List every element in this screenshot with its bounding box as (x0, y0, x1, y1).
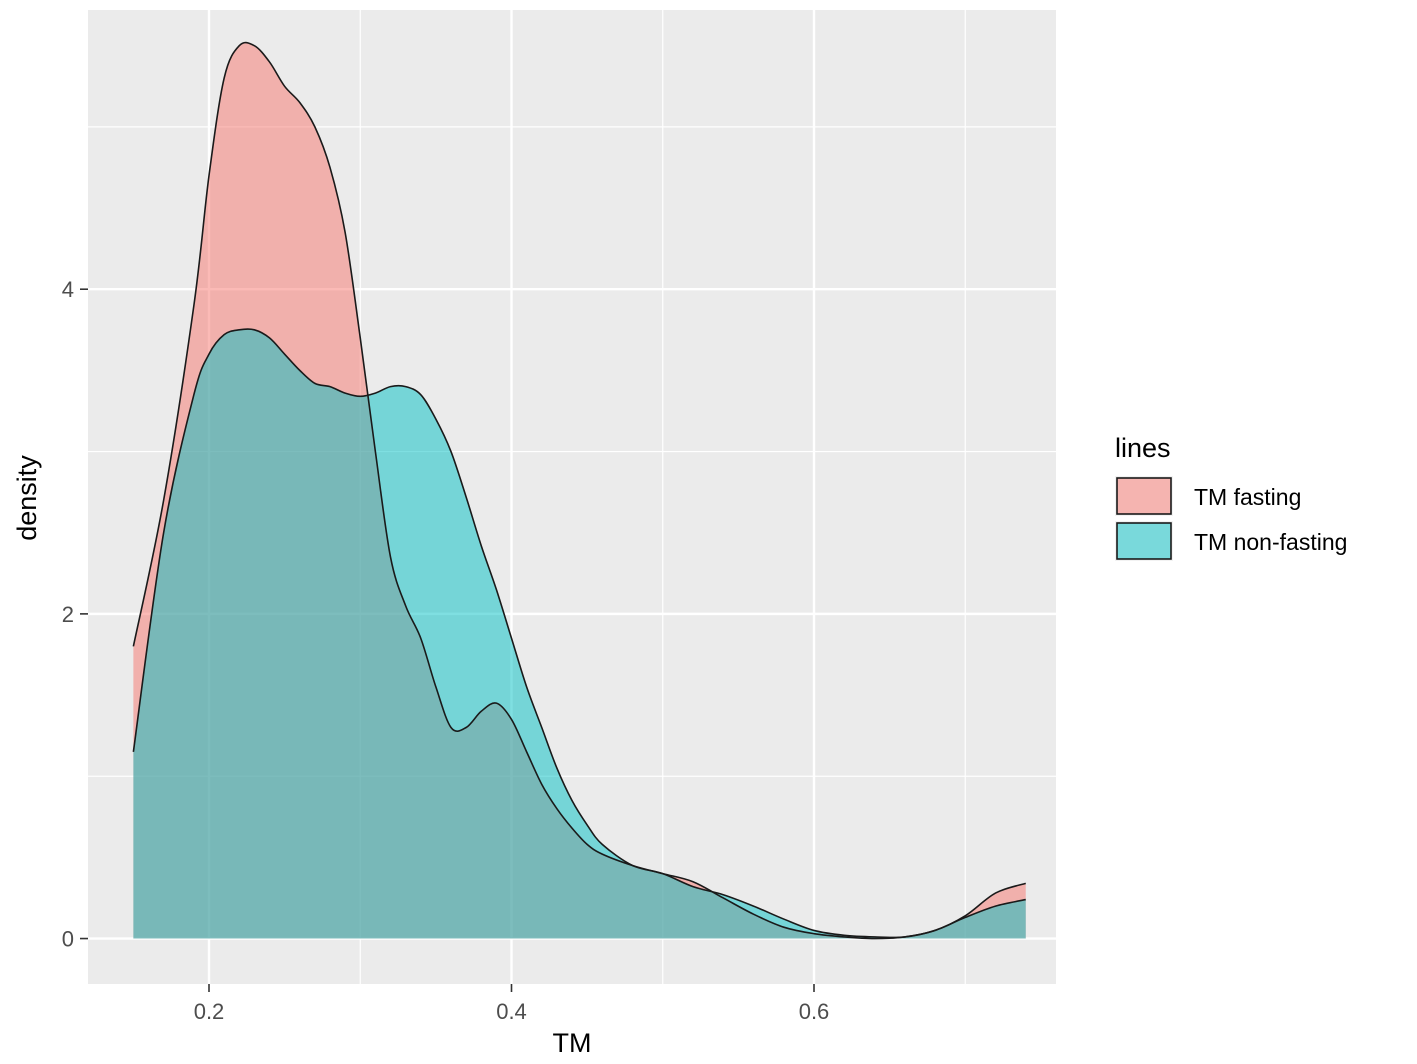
legend-label: TM non-fasting (1194, 529, 1347, 555)
x-axis: 0.2 0.4 0.6 (194, 984, 830, 1024)
x-axis-title: TM (553, 1028, 592, 1058)
density-areas (132, 41, 1026, 940)
x-tick-label: 0.2 (194, 999, 225, 1024)
y-tick-label: 4 (62, 277, 74, 302)
legend-title: lines (1115, 433, 1171, 463)
y-tick-label: 0 (62, 927, 74, 952)
density-outline-tm-non-fasting (132, 328, 1026, 939)
density-area-tm-non-fasting (133, 328, 1026, 939)
legend-item: TM fasting (1115, 476, 1301, 516)
legend-item: TM non-fasting (1115, 521, 1347, 561)
y-axis: 0 2 4 (62, 277, 88, 952)
y-axis-title: density (12, 455, 42, 541)
x-tick-label: 0.6 (799, 999, 830, 1024)
legend: lines TM fasting TM non-fasting (1115, 433, 1347, 561)
legend-swatch (1116, 477, 1172, 515)
density-outline-tm-fasting (132, 41, 1026, 940)
legend-items: TM fasting TM non-fasting (1115, 476, 1347, 561)
legend-swatch (1116, 522, 1172, 560)
legend-label: TM fasting (1194, 484, 1301, 510)
x-tick-label: 0.4 (496, 999, 527, 1024)
y-tick-label: 2 (62, 602, 74, 627)
